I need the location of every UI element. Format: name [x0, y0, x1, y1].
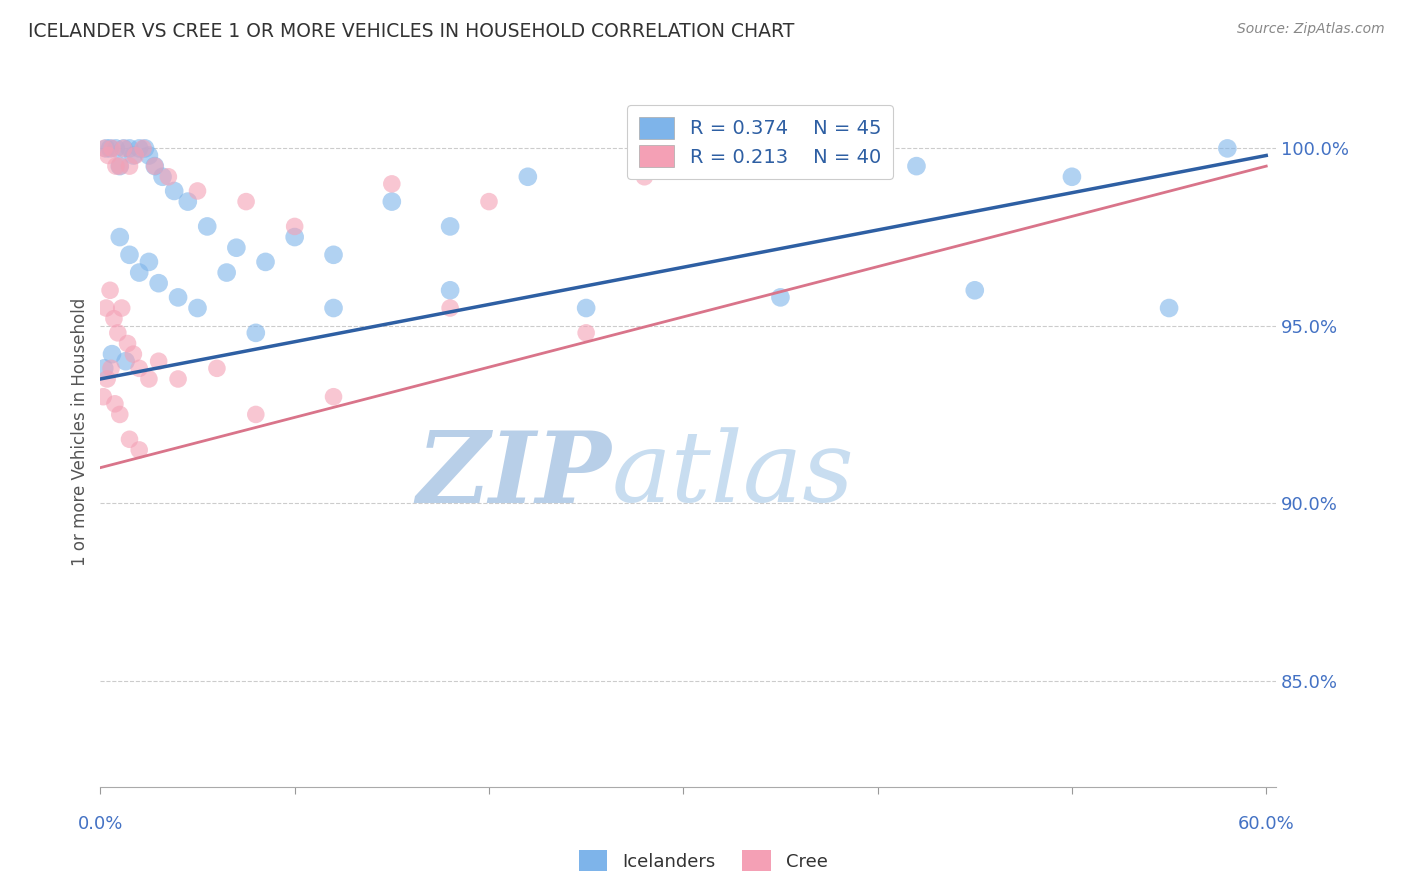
- Point: [284, 219, 307, 234]
- Point: [104, 159, 127, 173]
- Point: [101, 347, 124, 361]
- Point: [128, 141, 150, 155]
- Point: [111, 301, 134, 315]
- Point: [245, 326, 267, 340]
- Point: [905, 159, 928, 173]
- Legend: R = 0.374    N = 45, R = 0.213    N = 40: R = 0.374 N = 45, R = 0.213 N = 40: [627, 105, 893, 179]
- Point: [177, 194, 200, 209]
- Point: [254, 255, 277, 269]
- Point: [128, 266, 150, 280]
- Text: 0.0%: 0.0%: [77, 815, 124, 833]
- Text: 60.0%: 60.0%: [1237, 815, 1295, 833]
- Point: [516, 169, 538, 184]
- Point: [381, 177, 404, 191]
- Legend: Icelanders, Cree: Icelanders, Cree: [571, 843, 835, 879]
- Point: [157, 169, 180, 184]
- Point: [104, 397, 127, 411]
- Point: [118, 159, 141, 173]
- Text: atlas: atlas: [612, 427, 855, 523]
- Point: [1060, 169, 1083, 184]
- Point: [114, 354, 136, 368]
- Point: [112, 141, 135, 155]
- Point: [138, 148, 160, 162]
- Point: [152, 169, 174, 184]
- Point: [1157, 301, 1180, 315]
- Point: [138, 255, 160, 269]
- Point: [163, 184, 186, 198]
- Point: [98, 141, 121, 155]
- Point: [143, 159, 166, 173]
- Point: [225, 241, 247, 255]
- Point: [97, 148, 120, 162]
- Y-axis label: 1 or more Vehicles in Household: 1 or more Vehicles in Household: [72, 298, 89, 566]
- Point: [186, 301, 208, 315]
- Point: [215, 266, 238, 280]
- Point: [134, 141, 156, 155]
- Point: [96, 372, 118, 386]
- Text: ZIP: ZIP: [416, 426, 612, 523]
- Text: Source: ZipAtlas.com: Source: ZipAtlas.com: [1237, 22, 1385, 37]
- Point: [148, 354, 170, 368]
- Point: [381, 194, 404, 209]
- Point: [98, 283, 121, 297]
- Point: [108, 159, 131, 173]
- Point: [963, 283, 986, 297]
- Point: [91, 390, 114, 404]
- Point: [575, 301, 598, 315]
- Point: [575, 326, 598, 340]
- Point: [322, 301, 344, 315]
- Text: ICELANDER VS CREE 1 OR MORE VEHICLES IN HOUSEHOLD CORRELATION CHART: ICELANDER VS CREE 1 OR MORE VEHICLES IN …: [28, 22, 794, 41]
- Point: [104, 141, 127, 155]
- Point: [128, 361, 150, 376]
- Point: [245, 408, 267, 422]
- Point: [100, 361, 122, 376]
- Point: [143, 159, 166, 173]
- Point: [322, 248, 344, 262]
- Point: [235, 194, 257, 209]
- Point: [103, 311, 125, 326]
- Point: [284, 230, 307, 244]
- Point: [96, 301, 118, 315]
- Point: [186, 184, 208, 198]
- Point: [101, 141, 124, 155]
- Point: [124, 148, 146, 162]
- Point: [195, 219, 218, 234]
- Point: [108, 159, 131, 173]
- Point: [117, 336, 139, 351]
- Point: [769, 290, 792, 304]
- Point: [118, 248, 141, 262]
- Point: [167, 290, 190, 304]
- Point: [108, 230, 131, 244]
- Point: [439, 301, 461, 315]
- Point: [93, 141, 115, 155]
- Point: [633, 169, 655, 184]
- Point: [96, 141, 118, 155]
- Point: [205, 361, 228, 376]
- Point: [769, 148, 792, 162]
- Point: [439, 219, 461, 234]
- Point: [633, 159, 655, 173]
- Point: [138, 372, 160, 386]
- Point: [122, 148, 145, 162]
- Point: [322, 390, 344, 404]
- Point: [118, 141, 141, 155]
- Point: [439, 283, 461, 297]
- Point: [118, 432, 141, 446]
- Point: [107, 326, 129, 340]
- Point: [132, 141, 155, 155]
- Point: [128, 442, 150, 457]
- Point: [167, 372, 190, 386]
- Point: [93, 361, 115, 376]
- Point: [148, 276, 170, 290]
- Point: [122, 347, 145, 361]
- Point: [478, 194, 501, 209]
- Point: [108, 408, 131, 422]
- Point: [1216, 141, 1239, 155]
- Point: [112, 141, 135, 155]
